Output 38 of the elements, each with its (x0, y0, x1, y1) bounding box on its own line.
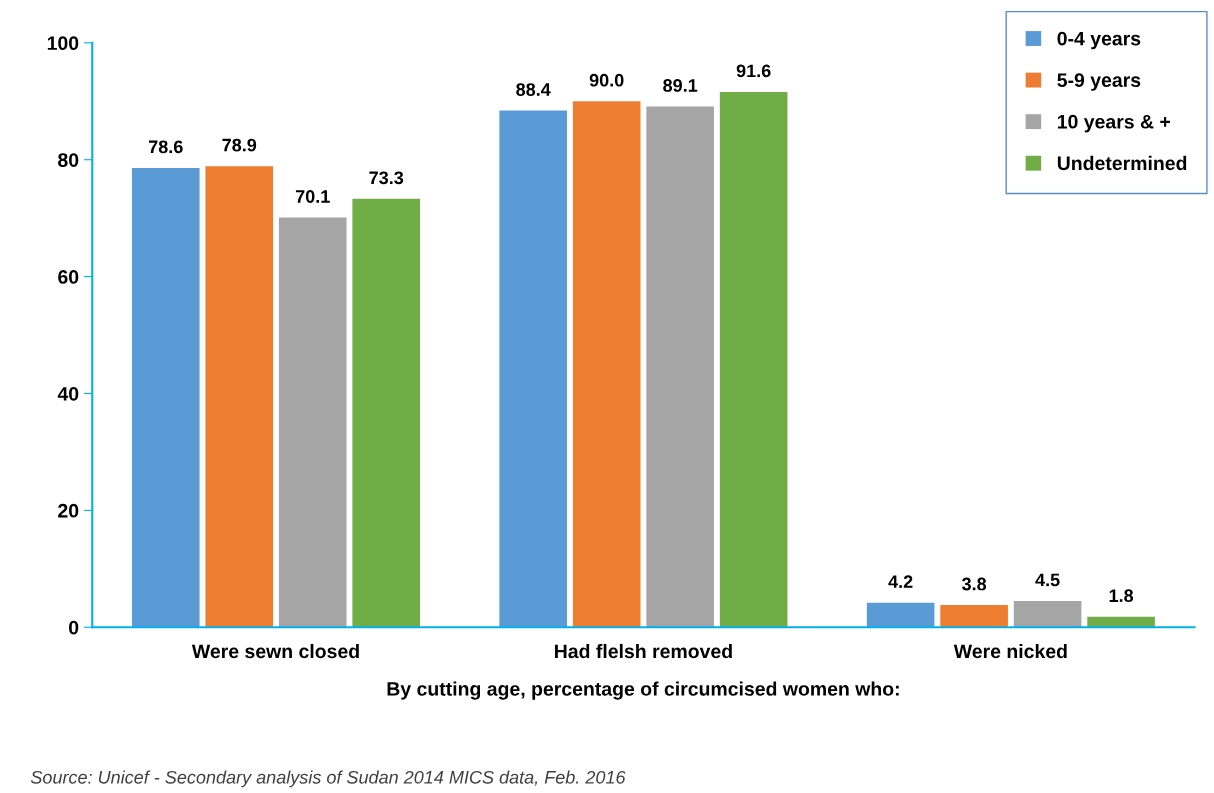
data-label: 88.4 (516, 83, 551, 96)
bar (572, 101, 641, 628)
data-label: 90.0 (589, 73, 624, 87)
bar (646, 106, 714, 628)
bar (940, 605, 1008, 628)
y-tick-label: 100 (47, 36, 79, 51)
data-label: 1.8 (1109, 589, 1134, 603)
source-note: Source: Unicef - Secondary analysis of Sudan 2014 MICS data, Feb. 2016 (30, 770, 626, 788)
data-label: 4.5 (1035, 573, 1060, 587)
y-tick-label: 60 (58, 270, 79, 284)
data-label: 78.9 (222, 138, 257, 152)
bar (205, 166, 274, 628)
data-label: 3.8 (961, 577, 987, 591)
legend-label: Undetermined (1057, 155, 1187, 171)
x-tick-label: Were nicked (953, 643, 1067, 659)
bar (719, 91, 788, 628)
bar (131, 167, 200, 628)
bar (1013, 600, 1082, 628)
data-label: 70.1 (295, 190, 330, 203)
data-label: 73.3 (369, 171, 404, 185)
x-tick-label: Were sewn closed (191, 643, 359, 659)
bar (352, 198, 421, 628)
y-tick-label: 20 (58, 503, 79, 518)
x-axis-title: By cutting age, percentage of circumcised women who: (387, 681, 899, 700)
legend-label: 0-4 years (1057, 31, 1141, 50)
data-label: 4.2 (888, 575, 913, 588)
y-tick-label: 40 (57, 386, 79, 401)
bar (278, 217, 347, 628)
data-label: 78.6 (148, 140, 183, 154)
bar (499, 110, 567, 628)
data-label: 91.6 (736, 64, 771, 78)
legend-label: 10 years & + (1057, 114, 1170, 133)
x-tick-label: Had flelsh removed (555, 643, 732, 659)
legend-label: 5-9 years (1057, 73, 1141, 91)
y-tick-label: 80 (58, 153, 79, 167)
data-label: 89.1 (663, 79, 698, 92)
y-tick-label: 0 (69, 620, 79, 635)
bar (866, 602, 935, 628)
